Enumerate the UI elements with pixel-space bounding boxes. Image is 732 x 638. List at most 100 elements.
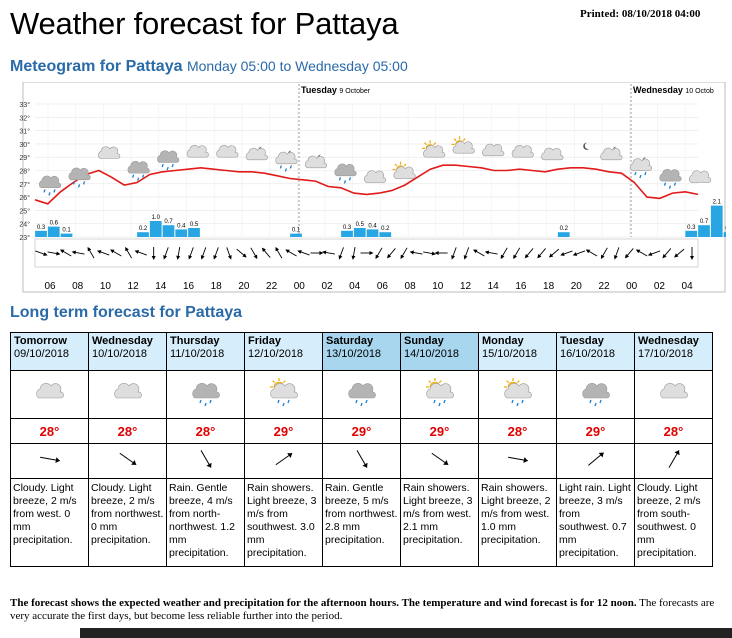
forecast-day-header: Wednesday 17/10/2018 xyxy=(634,332,713,371)
day-label-wednesday: Wednesday 10 Octob xyxy=(633,85,714,95)
forecast-symbol-cell xyxy=(556,370,635,419)
precip-label: 0.1 xyxy=(62,228,71,234)
wind-arrow-icon xyxy=(188,247,194,260)
wind-arrow-icon xyxy=(662,248,672,259)
forecast-day-date: 12/10/2018 xyxy=(248,348,304,360)
wind-arrow-icon xyxy=(285,249,297,257)
meteogram-subtitle: Monday 05:00 to Wednesday 05:00 xyxy=(186,58,408,74)
forecast-day-name: Tomorrow xyxy=(14,335,67,347)
forecast-temperature: 28° xyxy=(166,418,245,444)
forecast-day-header: Tomorrow 09/10/2018 xyxy=(10,332,89,371)
cloud-icon xyxy=(98,146,121,159)
moon-cloud-rain-icon xyxy=(275,150,298,172)
forecast-description: Rain. Gentle breeze, 5 m/s from northwes… xyxy=(322,478,401,567)
precip-label: 0.5 xyxy=(356,222,365,228)
wind-arrow-icon xyxy=(351,247,356,260)
wind-arrow-icon xyxy=(431,452,448,465)
cloud-rain-icon xyxy=(39,175,62,196)
precip-bar xyxy=(290,233,302,237)
forecast-day-name: Tuesday xyxy=(560,335,604,347)
wind-arrow-icon xyxy=(473,249,485,257)
cloud-icon xyxy=(541,147,564,161)
forecast-temperature: 28° xyxy=(10,418,89,444)
precip-bar xyxy=(188,228,200,237)
x-tick-label: 18 xyxy=(211,281,223,292)
day-label-tuesday: Tuesday 9 October xyxy=(301,85,371,95)
precip-label: 0.3 xyxy=(687,225,696,231)
forecast-day-date: 13/10/2018 xyxy=(326,348,382,360)
wind-arrow-icon xyxy=(613,247,620,260)
y-tick-label: 30° xyxy=(19,141,30,149)
precip-bar xyxy=(557,232,570,237)
forecast-wind-cell xyxy=(400,443,479,479)
x-tick-label: 08 xyxy=(72,281,84,292)
x-tick-label: 08 xyxy=(405,281,417,292)
precip-label: 0.3 xyxy=(343,225,352,231)
wind-arrow-icon xyxy=(585,249,598,257)
sun-cloud-icon xyxy=(451,136,475,154)
x-tick-label: 16 xyxy=(515,281,527,292)
forecast-day-header: Monday 15/10/2018 xyxy=(478,332,557,371)
wind-arrow-icon xyxy=(322,250,335,255)
x-tick-label: 14 xyxy=(155,281,167,292)
precip-label: 0.1 xyxy=(292,228,301,234)
wind-arrow-icon xyxy=(668,449,680,468)
forecast-symbol-cell xyxy=(400,370,479,419)
long-term-forecast-table: Tomorrow 09/10/2018 Wednesday 10/10/2018 Thu… xyxy=(10,332,713,567)
forecast-day-name: Wednesday xyxy=(638,335,699,347)
forecast-description: Cloudy. Light breeze, 2 m/s from south-s… xyxy=(634,478,713,567)
wind-arrow-icon xyxy=(647,250,661,256)
forecast-wind-cell xyxy=(166,443,245,479)
forecast-day-header: Tuesday 16/10/2018 xyxy=(556,332,635,371)
forecast-day-date: 09/10/2018 xyxy=(14,348,70,360)
wind-arrow-icon xyxy=(600,247,608,260)
wind-arrow-icon xyxy=(387,248,396,259)
forecast-wind-cell xyxy=(10,443,89,479)
precip-label: 0.2 xyxy=(381,226,390,232)
forecast-day-date: 10/10/2018 xyxy=(92,348,148,360)
wind-arrow-icon xyxy=(356,449,368,468)
cloud-icon xyxy=(216,145,239,158)
x-tick-label: 12 xyxy=(128,281,140,292)
cloud-rain-icon xyxy=(68,167,91,188)
forecast-day-name: Sunday xyxy=(404,335,444,347)
wind-arrow-icon xyxy=(463,247,470,260)
forecast-day-name: Friday xyxy=(248,335,282,347)
forecast-symbol-row xyxy=(10,370,713,419)
x-tick-label: 16 xyxy=(183,281,195,292)
forecast-wind-cell xyxy=(478,443,557,479)
forecast-temperature: 28° xyxy=(634,418,713,444)
y-tick-label: 23° xyxy=(19,234,30,242)
precip-label: 0.4 xyxy=(368,223,377,229)
x-tick-label: 00 xyxy=(626,281,638,292)
wind-arrow-icon xyxy=(213,247,219,260)
cloud-icon xyxy=(511,145,534,158)
precip-bar xyxy=(47,226,60,237)
footnote-normal: The forecasts are very accurate the firs… xyxy=(10,597,715,622)
wind-arrow-icon xyxy=(587,451,604,466)
forecast-description: Rain showers. Light breeze, 3 m/s from s… xyxy=(244,478,323,567)
forecast-description: Rain showers. Light breeze, 3 m/s from w… xyxy=(400,478,479,567)
cloud-rain-icon xyxy=(157,150,180,171)
wind-arrow-icon xyxy=(560,250,573,256)
x-tick-label: 02 xyxy=(654,281,666,292)
wind-arrow-icon xyxy=(119,452,136,465)
x-tick-label: 02 xyxy=(321,281,333,292)
wind-arrow-icon xyxy=(500,247,508,260)
wind-arrow-icon xyxy=(87,246,95,259)
wind-arrow-icon xyxy=(572,250,586,256)
forecast-symbol-cell xyxy=(322,370,401,419)
precip-label: 2.1 xyxy=(713,200,722,206)
wind-arrow-icon xyxy=(47,251,61,256)
x-tick-label: 10 xyxy=(432,281,444,292)
forecast-day-header: Wednesday 10/10/2018 xyxy=(88,332,167,371)
moon-cloud-icon xyxy=(600,146,623,161)
wind-arrow-icon xyxy=(176,247,181,260)
wind-arrow-icon xyxy=(524,248,534,259)
wind-arrow-icon xyxy=(35,250,48,256)
x-tick-label: 00 xyxy=(294,281,306,292)
wind-arrow-icon xyxy=(236,248,247,258)
x-tick-label: 04 xyxy=(682,281,694,292)
forecast-symbol-cell xyxy=(10,370,89,419)
wind-arrow-icon xyxy=(338,247,344,260)
